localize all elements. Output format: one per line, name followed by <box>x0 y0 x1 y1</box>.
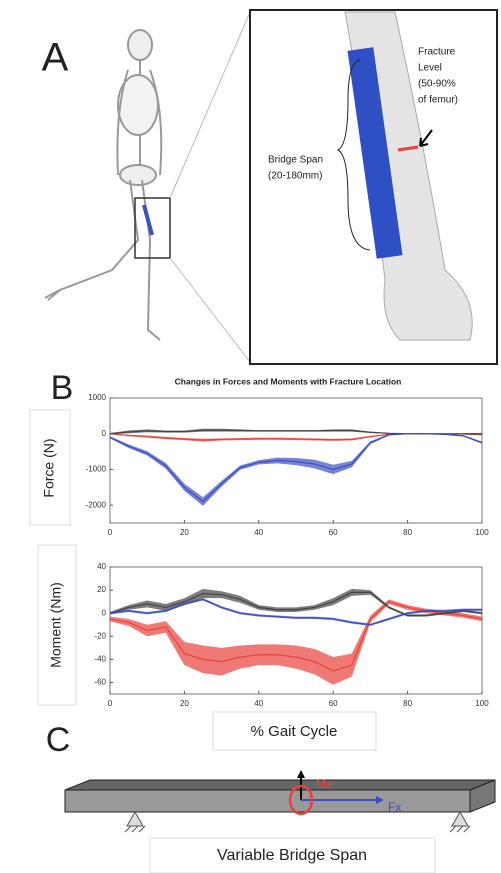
beam-front <box>64 789 471 813</box>
y-tick-label: 0 <box>102 608 107 617</box>
x-axis-label: % Gait Cycle <box>251 723 338 740</box>
series-line <box>109 591 483 617</box>
y-tick-label: 1000 <box>88 393 106 402</box>
label-box <box>149 837 436 873</box>
zoom-box <box>134 197 171 259</box>
y-tick-label: 20 <box>97 585 106 594</box>
y-tick-label: 0 <box>102 429 107 438</box>
moment-label: Mx <box>316 777 332 791</box>
x-tick-label: 100 <box>475 528 489 537</box>
brace <box>336 59 371 251</box>
y-tick-label: 40 <box>97 562 106 571</box>
series-line <box>109 433 483 503</box>
label-box <box>212 711 377 751</box>
y-axis-label: Moment (Nm) <box>48 582 64 668</box>
y-axis-label: Force (N) <box>41 438 57 497</box>
panel-label: C <box>46 721 71 759</box>
panel-label: B <box>51 369 74 407</box>
panel-label: A <box>42 36 69 80</box>
x-tick-label: 100 <box>475 699 489 708</box>
x-tick-label: 20 <box>180 528 189 537</box>
x-tick-label: 60 <box>329 699 338 708</box>
ground <box>124 825 471 833</box>
annotation: (20-180mm) <box>268 171 322 182</box>
span-label: Variable Bridge Span <box>217 847 367 864</box>
plate-small <box>142 204 154 236</box>
annotation: Fracture <box>418 47 456 58</box>
series-line <box>109 600 483 672</box>
x-tick-label: 80 <box>403 699 412 708</box>
moment-arrow <box>288 784 314 816</box>
y-tick-label: -2000 <box>86 500 107 509</box>
x-tick-label: 40 <box>254 699 263 708</box>
zoom-line <box>169 11 251 199</box>
error-band <box>110 433 482 442</box>
x-tick-label: 80 <box>403 528 412 537</box>
x-tick-label: 60 <box>329 528 338 537</box>
x-tick-label: 0 <box>108 528 113 537</box>
chart-title: Changes in Forces and Moments with Fract… <box>175 376 402 386</box>
error-band <box>110 588 482 617</box>
arrow <box>419 129 433 147</box>
fracture-mark <box>397 145 419 152</box>
axis-arrow-head <box>297 770 305 778</box>
beam-top <box>64 779 496 791</box>
label-box <box>37 544 77 706</box>
zoom-line <box>169 257 251 363</box>
y-tick-label: -1000 <box>86 465 107 474</box>
y-tick-label: -60 <box>94 678 106 687</box>
supports <box>126 810 469 827</box>
series-line <box>109 598 482 626</box>
y-tick-label: -40 <box>94 654 106 663</box>
x-tick-label: 20 <box>180 699 189 708</box>
x-tick-label: 40 <box>254 528 263 537</box>
y-tick-label: -20 <box>94 631 106 640</box>
plate <box>347 47 403 259</box>
annotation: Level <box>418 63 442 74</box>
annotation: of femur) <box>418 95 458 106</box>
annotation: (50-90% <box>418 79 456 90</box>
label-box <box>29 409 71 526</box>
error-band <box>110 599 482 685</box>
skeleton <box>44 29 163 341</box>
force-arrow-head <box>376 796 384 804</box>
annotation: Bridge Span <box>268 155 323 166</box>
beam-side <box>469 779 496 813</box>
x-tick-label: 0 <box>108 699 113 708</box>
force-label: Fx <box>388 800 401 814</box>
